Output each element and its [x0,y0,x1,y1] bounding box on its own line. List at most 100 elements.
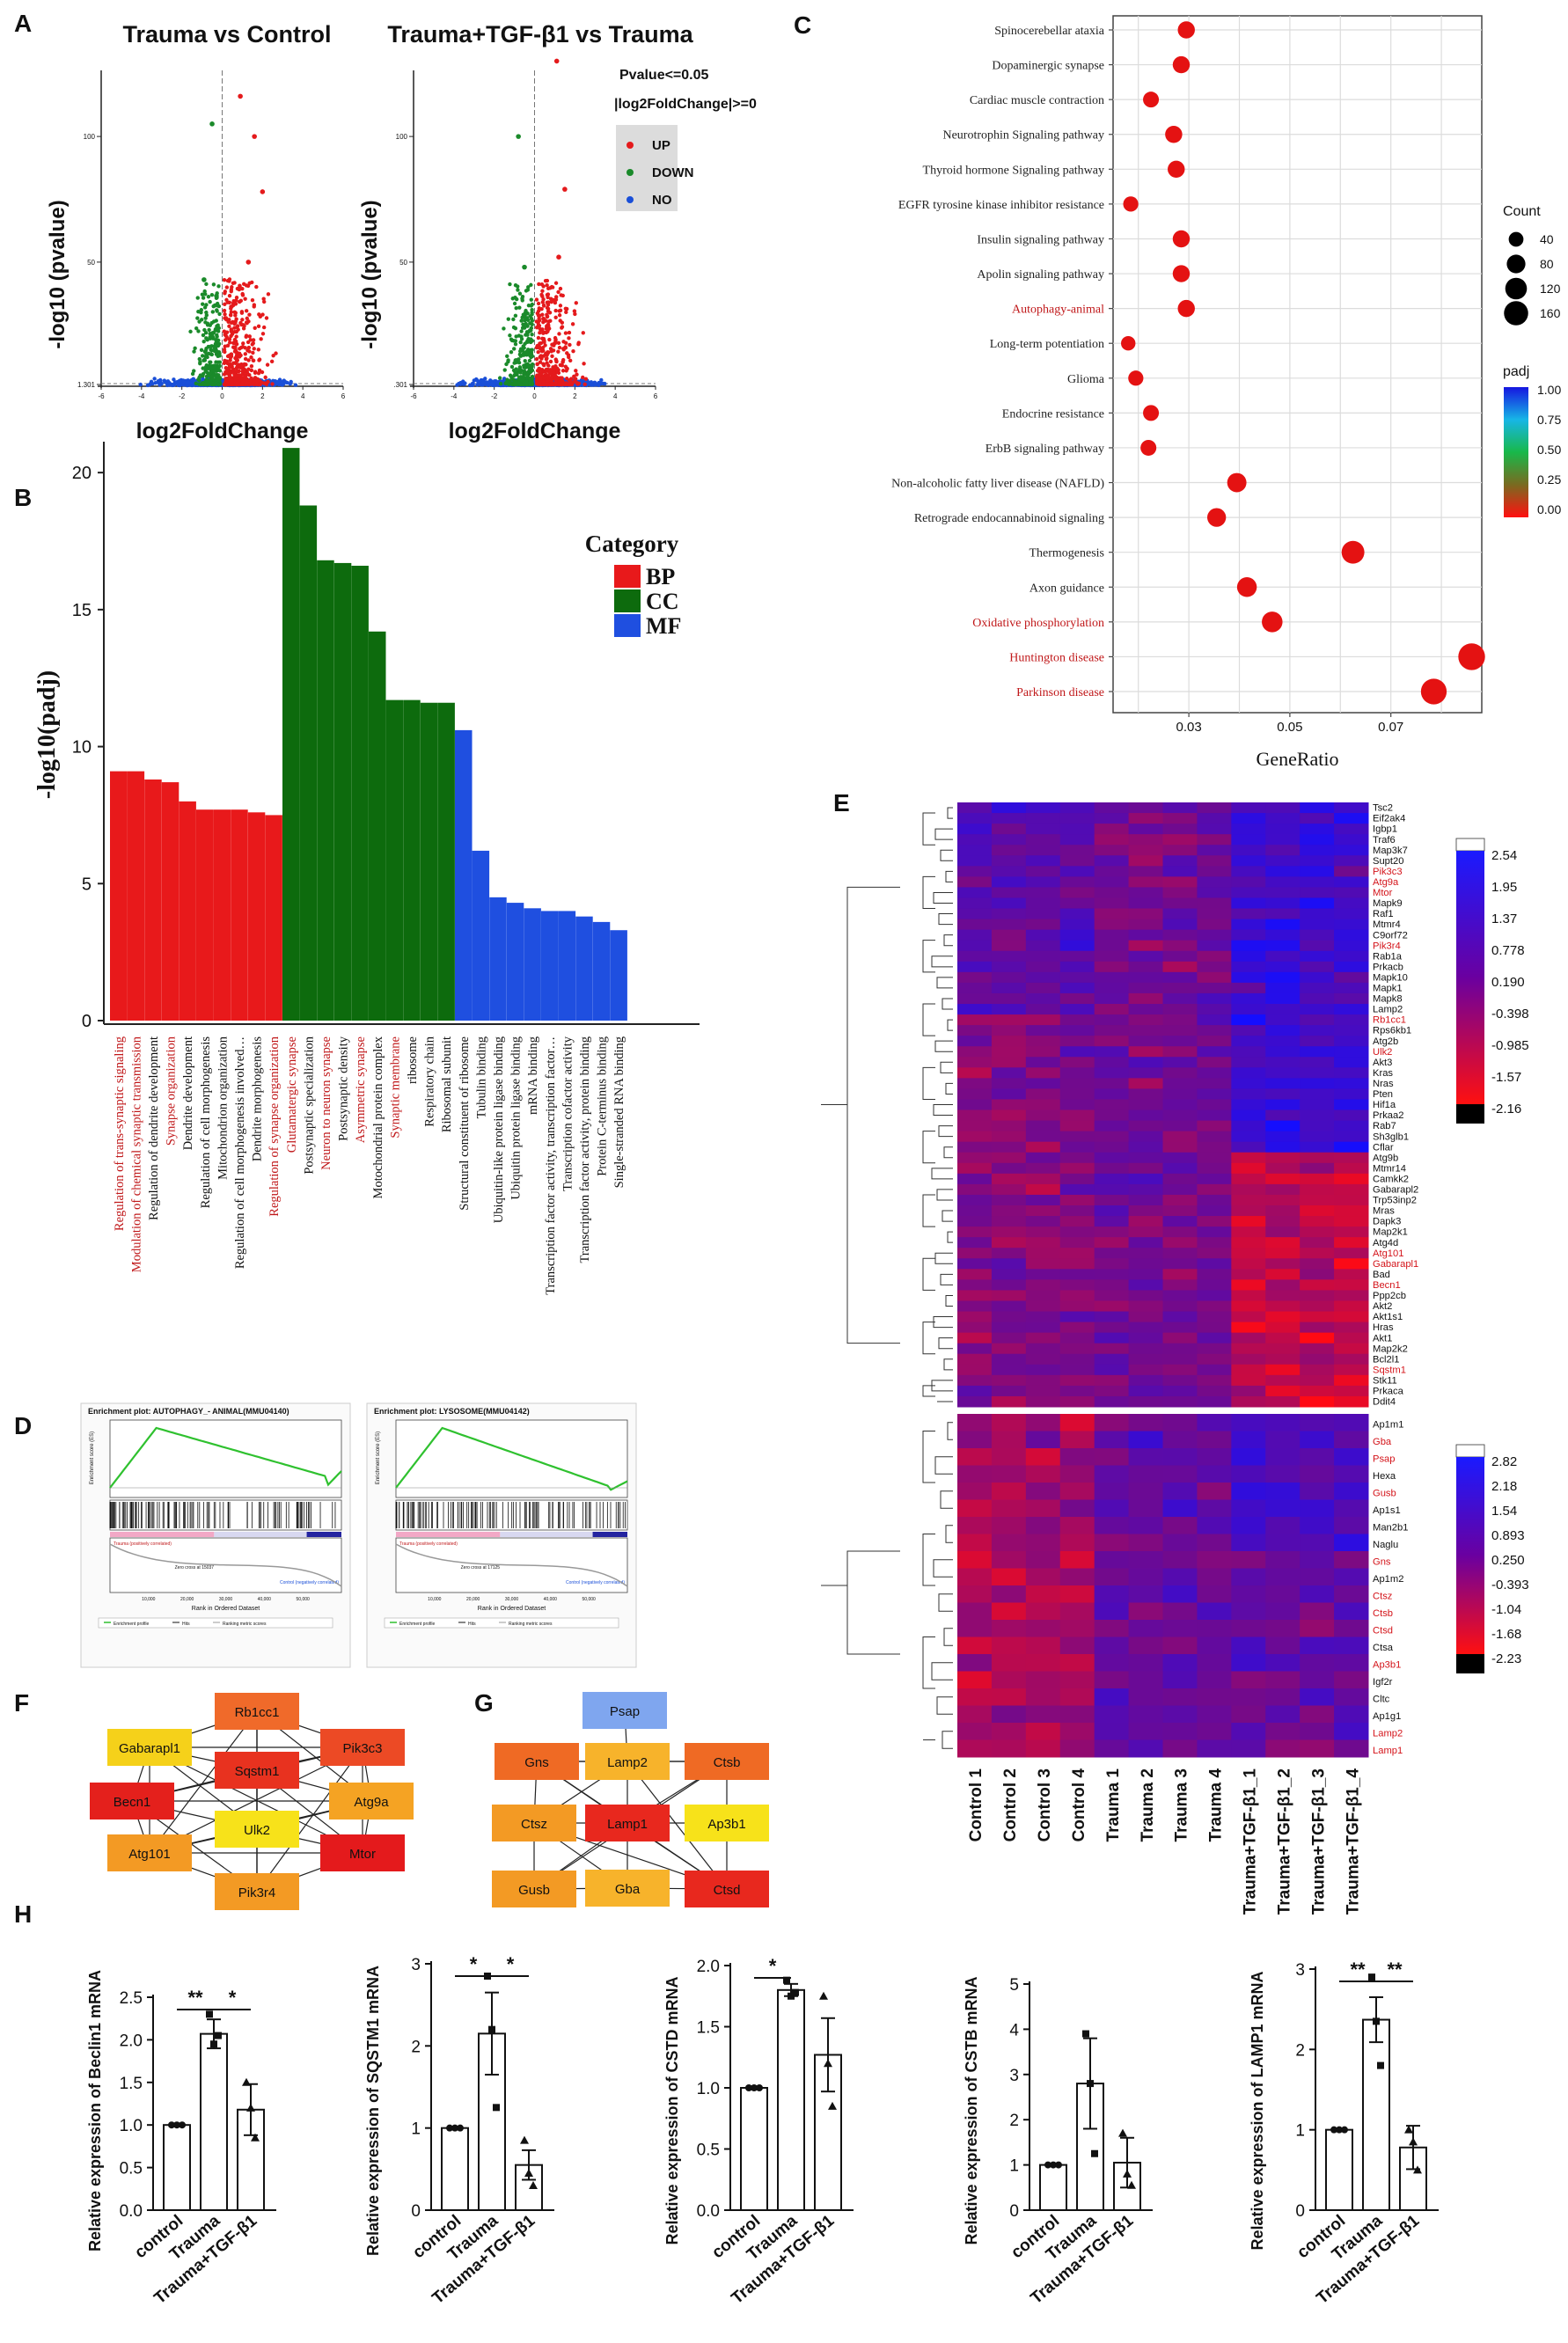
heatmap-cell [1094,855,1130,867]
volcano-point-up [548,382,553,387]
volcano-point-up [564,310,568,315]
volcano-point-up [222,372,227,377]
heatmap-cell [1334,1671,1369,1689]
heatmap-cell [1334,887,1369,898]
volcano-point-up [570,380,575,385]
gsea-es-area [109,1419,342,1498]
heatmap-cell [1025,1141,1061,1153]
heatmap-cell [1197,1279,1232,1291]
volcano-point-up [240,382,245,386]
go-bar-label: Motochondrial protein complex [371,1036,385,1198]
heatmap-cell [991,1585,1027,1603]
heatmap-cell [1197,1395,1232,1408]
heatmap-row-label: Ctsd [1373,1626,1393,1636]
heatmap-cell [1025,1014,1061,1026]
volcano-point-no [487,383,492,387]
heatmap-cell [1025,1448,1061,1466]
heatmap-col-label: Control 1 [967,1768,985,1842]
heatmap-cell [1059,1311,1095,1323]
volcano-point-down [192,369,196,373]
heatmap-cell [1025,1025,1061,1036]
volcano-point-up [558,362,563,368]
go-bar [524,908,541,1021]
volcano-point-up [570,322,575,326]
heatmap-cell [1300,813,1335,824]
heatmap-cell [1300,1620,1335,1637]
heatmap-cell [957,876,993,888]
network-node-label: Gusb [518,1883,550,1898]
heatmap-cell [991,1131,1027,1143]
volcano-point-down [526,365,531,370]
heatmap-cell [1265,1739,1301,1758]
heatmap-cell [1059,1258,1095,1270]
go-bar-label: ribosome [406,1036,420,1084]
volcano-point-up [541,382,546,386]
heatmap-cell [1162,1036,1198,1047]
heatmap-cell [1059,1205,1095,1217]
heatmap-cell [1300,1322,1335,1334]
heatmap-cell [1265,802,1301,814]
volcano-point-up [245,283,251,289]
volcano-point-up [238,347,242,351]
heatmap-cell [1094,813,1130,824]
heatmap-cell [1265,1057,1301,1068]
volcano-point-up [537,324,542,328]
heatmap-cell [1025,845,1061,856]
heatmap-cell [1059,1602,1095,1621]
heatmap-cell [991,1534,1027,1552]
heatmap-cell [1162,1014,1198,1026]
heatmap-cell [1025,1237,1061,1248]
heatmap-cell [1197,1173,1232,1185]
go-bar [403,699,421,1021]
heatmap-cell [1128,1322,1163,1334]
data-point-trauma [1087,2080,1094,2088]
size-legend-dot [1508,231,1524,247]
volcano-point-up [558,286,563,291]
size-legend-dot [1504,301,1528,326]
heatmap-cell [1094,1654,1130,1672]
heatmap-cell [1231,1025,1266,1036]
data-point-control [179,2121,186,2129]
heatmap-cell [1059,866,1095,877]
volcano-point-down [512,301,517,306]
heatmap-cell [1128,1448,1163,1466]
heatmap-cell [991,1226,1027,1238]
volcano-point-no [599,381,604,386]
volcano-point-up [224,317,229,322]
y-tick-label: .301 [393,381,407,389]
heatmap-cell [1025,1290,1061,1301]
heatmap-cell [1300,1739,1335,1758]
term-dot [1177,299,1195,318]
volcano-point-up [230,378,234,383]
heatmap-cell [1265,1602,1301,1621]
heatmap-cell [1265,1414,1301,1431]
heatmap-cell [1197,1534,1232,1552]
volcano-point-up [223,333,228,338]
heatmap-row-label: Prkaa2 [1373,1110,1403,1121]
heatmap-cell [1162,1395,1198,1408]
heatmap-cell [1059,1109,1095,1122]
heatmap-cell [1094,1688,1130,1706]
heatmap-row-label: Igf2r [1373,1677,1393,1688]
network-node-label: Lamp2 [607,1755,648,1770]
heatmap-cell [1334,1279,1369,1291]
volcano-point-no [172,377,176,382]
heatmap-cell [1197,1152,1232,1164]
heatmap-cell [1094,1551,1130,1569]
heatmap-row-label: Rab7 [1373,1121,1396,1131]
volcano-point-down [524,321,528,326]
heatmap-cell [1059,1300,1095,1313]
heatmap-cell [1300,929,1335,941]
heatmap-row-label: Psap [1373,1454,1396,1465]
volcano-point-up [246,358,251,362]
heatmap-cell [1094,1332,1130,1344]
gsea-title: Enrichment plot: LYSOSOME(MMU04142) [374,1407,530,1416]
heatmap-cell [1265,1269,1301,1280]
heatmap-cell [1334,919,1369,931]
heatmap-cell [957,1067,993,1079]
heatmap-cell [1197,992,1232,1005]
go-bar-label: Postsynaptic density [337,1036,351,1141]
qpcr-y-label: Relative expression of LAMP1 mRNA [1249,1971,1266,2250]
heatmap-cell [1197,845,1232,856]
heatmap-cell [991,982,1027,994]
